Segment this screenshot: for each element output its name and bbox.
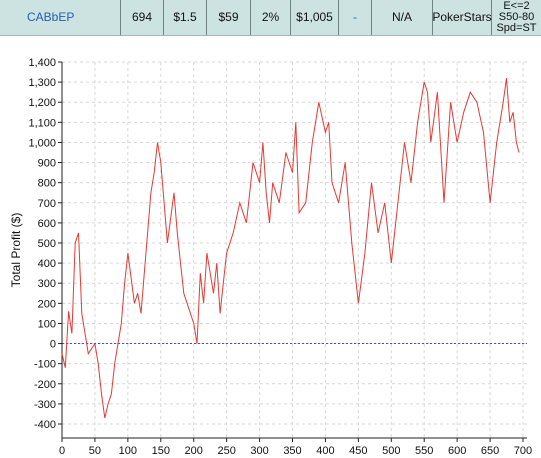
x-tick-label: 50 bbox=[89, 445, 101, 457]
chart-grid bbox=[61, 61, 527, 438]
chart-series bbox=[61, 78, 520, 419]
y-tick-label: 200 bbox=[38, 298, 56, 310]
filter-label: E<=2 bbox=[503, 0, 530, 12]
y-tick-label: 800 bbox=[38, 178, 56, 190]
player-name-link[interactable]: CABbEP bbox=[0, 0, 121, 35]
y-tick-label: 1,000 bbox=[28, 137, 56, 149]
y-tick-label: 600 bbox=[38, 218, 56, 230]
filter-label: S50-80 bbox=[498, 11, 535, 23]
dash-value: - bbox=[339, 0, 372, 35]
x-tick-label: 700 bbox=[514, 445, 532, 457]
y-tick-label: 1,100 bbox=[28, 117, 56, 129]
x-tick-label: 250 bbox=[217, 445, 235, 457]
y-tick-label: 300 bbox=[38, 278, 56, 290]
profit-series-line bbox=[61, 78, 520, 419]
x-tick-label: 600 bbox=[448, 445, 466, 457]
y-tick-label: -200 bbox=[34, 379, 56, 391]
y-tick-label: 700 bbox=[38, 198, 56, 210]
games-count: 694 bbox=[121, 0, 164, 35]
x-tick-label: 650 bbox=[481, 445, 499, 457]
x-tick-label: 200 bbox=[185, 445, 203, 457]
x-tick-label: 150 bbox=[152, 445, 170, 457]
site-value: PokerStars bbox=[432, 0, 492, 35]
y-tick-label: 100 bbox=[38, 318, 56, 330]
y-tick-label: 1,200 bbox=[28, 97, 56, 109]
x-tick-label: 0 bbox=[59, 445, 65, 457]
rake-value: 2% bbox=[251, 0, 291, 35]
x-tick-label: 350 bbox=[283, 445, 301, 457]
x-tick-label: 450 bbox=[349, 445, 367, 457]
buyin-value: $1.5 bbox=[164, 0, 207, 35]
total-buyins-value: $59 bbox=[207, 0, 251, 35]
y-tick-label: -300 bbox=[34, 399, 56, 411]
x-tick-label: 300 bbox=[250, 445, 268, 457]
total-profit-value: $1,005 bbox=[291, 0, 339, 35]
chart-ticks: -400-300-200-100010020030040050060070080… bbox=[28, 57, 532, 457]
x-tick-label: 550 bbox=[415, 445, 433, 457]
na-value: N/A bbox=[372, 0, 433, 35]
y-tick-label: 400 bbox=[38, 258, 56, 270]
y-tick-label: 1,400 bbox=[28, 57, 56, 69]
profit-chart: -400-300-200-100010020030040050060070080… bbox=[9, 57, 532, 457]
filter-label: Spd=ST bbox=[496, 22, 537, 34]
filters-cell: E<=2 S50-80 Spd=ST bbox=[492, 0, 541, 35]
x-tick-label: 400 bbox=[316, 445, 334, 457]
y-axis-label: Total Profit ($) bbox=[9, 213, 23, 288]
x-tick-label: 100 bbox=[119, 445, 137, 457]
x-tick-label: 500 bbox=[382, 445, 400, 457]
summary-row[interactable]: CABbEP 694 $1.5 $59 2% $1,005 - N/A Poke… bbox=[0, 0, 541, 36]
y-tick-label: 0 bbox=[50, 339, 56, 351]
y-tick-label: -400 bbox=[34, 419, 56, 431]
y-tick-label: 900 bbox=[38, 158, 56, 170]
y-tick-label: -100 bbox=[34, 359, 56, 371]
y-tick-label: 500 bbox=[38, 238, 56, 250]
chart-axes bbox=[61, 62, 527, 439]
y-tick-label: 1,300 bbox=[28, 77, 56, 89]
